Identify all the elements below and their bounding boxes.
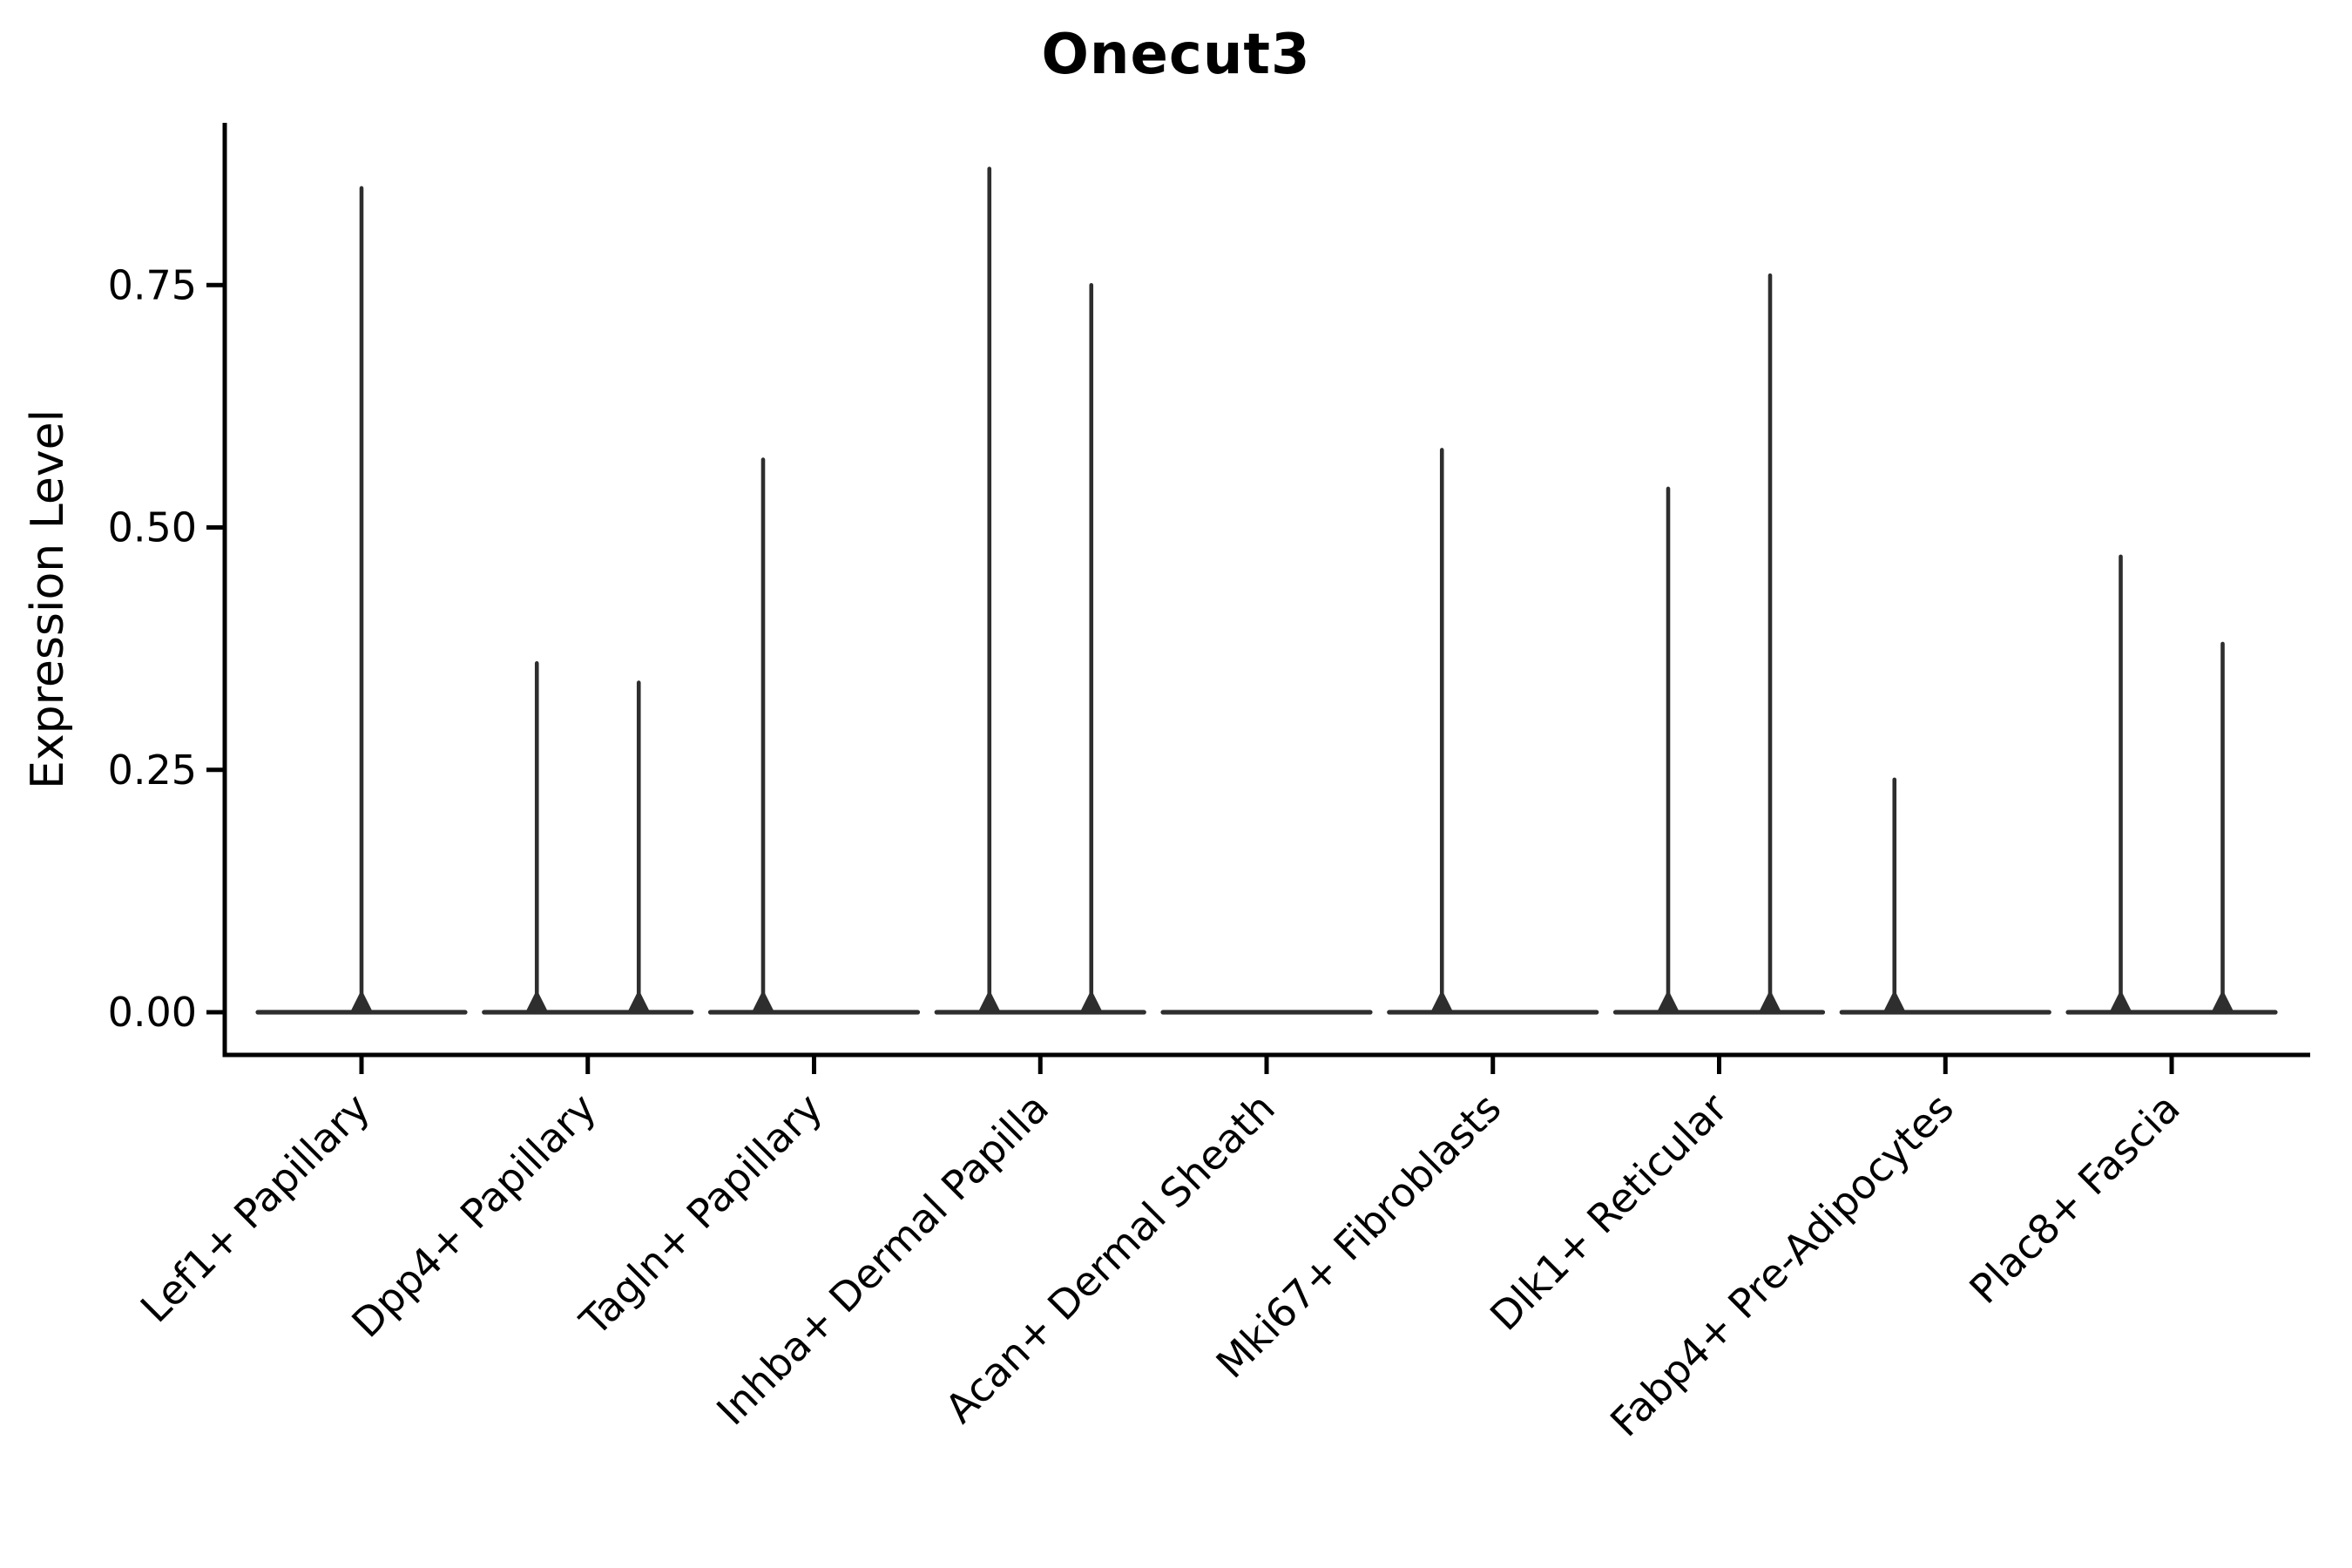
y-axis-title: Expression Level bbox=[22, 409, 74, 789]
x-tick-label: Dpp4+ Papillary bbox=[342, 1085, 605, 1347]
y-tick-label: 0.00 bbox=[108, 989, 197, 1036]
y-tick-label: 0.75 bbox=[108, 261, 197, 308]
x-tick-label: Plac8+ Fascia bbox=[1960, 1085, 2188, 1313]
y-tick-label: 0.50 bbox=[108, 504, 197, 551]
x-tick-label: Lef1+ Papillary bbox=[132, 1085, 379, 1332]
y-tick-label: 0.25 bbox=[108, 747, 197, 794]
x-tick-label: Tagln+ Papillary bbox=[571, 1085, 832, 1346]
x-tick-label: Dlk1+ Reticular bbox=[1481, 1085, 1736, 1340]
chart-title: Onecut3 bbox=[1041, 23, 1311, 87]
